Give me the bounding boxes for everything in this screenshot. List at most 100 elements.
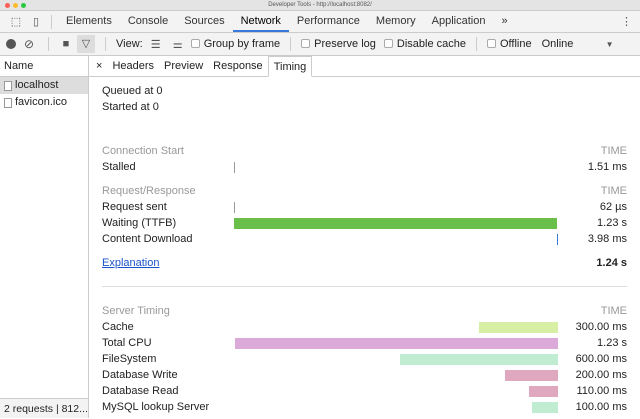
connection-title: Connection Start — [102, 145, 184, 157]
request-list: Name localhost favicon.ico 2 requests | 8… — [0, 56, 89, 418]
minimize-window-button[interactable] — [13, 3, 18, 8]
tab-memory[interactable]: Memory — [375, 15, 416, 27]
request-item[interactable]: favicon.ico — [0, 94, 88, 111]
time-header: TIME — [600, 305, 627, 317]
divider — [102, 286, 627, 287]
timing-value: 300.00 ms — [575, 321, 627, 333]
explanation-link[interactable]: Explanation — [102, 257, 160, 269]
tab-performance[interactable]: Performance — [296, 15, 360, 27]
timing-label: Stalled — [102, 161, 136, 173]
request-sent-bar — [234, 202, 235, 213]
disable-cache-checkbox[interactable]: Disable cache — [383, 38, 466, 50]
request-item[interactable]: localhost — [0, 77, 88, 94]
tab-preview[interactable]: Preview — [164, 59, 204, 72]
request-name: favicon.ico — [15, 96, 67, 108]
tab-timing[interactable]: Timing — [267, 55, 313, 77]
content-download-bar — [557, 234, 558, 245]
close-window-button[interactable] — [5, 3, 10, 8]
maximize-window-button[interactable] — [21, 3, 26, 8]
stalled-bar — [234, 162, 235, 173]
group-by-frame-checkbox[interactable]: Group by frame — [190, 38, 280, 50]
server-section-header: Server Timing TIME — [102, 303, 627, 319]
timing-value: 3.98 ms — [587, 233, 627, 245]
queued-text: Queued at 0 — [102, 85, 163, 97]
name-column-header[interactable]: Name — [0, 56, 88, 77]
connection-section-header: Connection Start TIME — [102, 143, 627, 159]
overview-icon[interactable]: ⚌ — [172, 38, 183, 51]
tab-headers[interactable]: Headers — [112, 59, 155, 72]
status-bar: 2 requests | 812... — [0, 398, 88, 418]
server-timing-bar — [531, 402, 558, 413]
panel-tabs: ⬚ ▯ Elements Console Sources Network Perform… — [0, 11, 640, 33]
timing-value: 600.00 ms — [575, 353, 627, 365]
timing-value: 1.23 s — [597, 337, 627, 349]
kebab-menu-icon[interactable]: ⋮ — [621, 16, 632, 28]
network-toolbar: ⊘ ■ ▽ View: ☰ ⚌ Group by frame Preserve … — [0, 33, 640, 56]
timing-label: Waiting (TTFB) — [102, 217, 177, 229]
ttfb-bar — [234, 218, 557, 229]
request-section-header: Request/Response TIME — [102, 183, 627, 199]
preserve-log-checkbox[interactable]: Preserve log — [301, 38, 376, 50]
timing-value: 200.00 ms — [575, 369, 627, 381]
tab-application[interactable]: Application — [431, 15, 486, 27]
timing-label: FileSystem — [102, 353, 157, 365]
timing-value: 100.00 ms — [575, 401, 627, 413]
server-timing-bar — [479, 322, 558, 333]
time-header: TIME — [600, 185, 627, 197]
timing-row: Total CPU 1.23 s — [102, 335, 627, 351]
started-text: Started at 0 — [102, 101, 159, 113]
clear-icon[interactable]: ⊘ — [23, 37, 35, 51]
timing-value: 1.51 ms — [587, 161, 627, 173]
timing-label: Database Write — [102, 369, 178, 381]
request-details: × Headers Preview Response Timing Queued at … — [89, 55, 640, 418]
window-titlebar: Developer Tools - http://localhost:8082/ — [0, 0, 640, 11]
timing-label: Content Download — [102, 233, 193, 245]
timing-row: FileSystem 600.00 ms — [102, 351, 627, 367]
capture-screenshots-icon[interactable]: ■ — [62, 38, 70, 50]
explanation-row: Explanation 1.24 s — [102, 255, 627, 271]
server-timing-bar — [400, 354, 558, 365]
more-tabs-button[interactable]: » — [501, 15, 508, 27]
started-at: Started at 0 — [102, 99, 627, 115]
file-icon — [4, 80, 12, 91]
time-header: TIME — [600, 145, 627, 157]
server-timing-bar — [529, 386, 558, 397]
tab-network[interactable]: Network — [232, 11, 289, 32]
request-title: Request/Response — [102, 185, 196, 197]
tab-response[interactable]: Response — [213, 59, 263, 72]
offline-checkbox[interactable]: Offline — [486, 38, 532, 50]
inspect-element-icon[interactable]: ⬚ — [10, 16, 22, 28]
tab-sources[interactable]: Sources — [184, 15, 225, 27]
timing-label: Request sent — [102, 201, 167, 213]
tab-console[interactable]: Console — [127, 15, 169, 27]
throttle-select[interactable]: Online — [541, 38, 574, 50]
timing-row: Request sent 62 µs — [102, 199, 627, 215]
timing-row: Content Download 3.98 ms — [102, 231, 627, 247]
queued-at: Queued at 0 — [102, 83, 627, 99]
tab-elements[interactable]: Elements — [66, 15, 112, 27]
large-rows-icon[interactable]: ☰ — [150, 38, 161, 51]
timing-value: 110.00 ms — [576, 385, 627, 397]
close-details-button[interactable]: × — [96, 59, 103, 72]
timing-value: 1.23 s — [597, 217, 627, 229]
record-button[interactable] — [6, 39, 16, 49]
server-timing-bar — [505, 370, 558, 381]
filter-icon[interactable]: ▽ — [77, 35, 95, 53]
total-time: 1.24 s — [596, 257, 627, 269]
device-toolbar-icon[interactable]: ▯ — [32, 16, 40, 28]
timing-label: Database Read — [102, 385, 179, 397]
chevron-down-icon[interactable]: ▼ — [605, 39, 614, 49]
timing-row: Database Write 200.00 ms — [102, 367, 627, 383]
timing-row: Database Read 110.00 ms — [102, 383, 627, 399]
timing-label: MySQL lookup Server — [102, 401, 210, 413]
timing-value: 62 µs — [599, 201, 627, 213]
timing-label: Cache — [102, 321, 134, 333]
server-title: Server Timing — [102, 305, 170, 317]
timing-label: Total CPU — [102, 337, 152, 349]
timing-row: Waiting (TTFB) 1.23 s — [102, 215, 627, 231]
timing-row: Cache 300.00 ms — [102, 319, 627, 335]
timing-row: MySQL lookup Server 100.00 ms — [102, 399, 627, 415]
server-timing-bar — [235, 338, 558, 349]
timing-row: Stalled 1.51 ms — [102, 159, 627, 175]
window-title: Developer Tools - http://localhost:8082/ — [268, 2, 372, 8]
